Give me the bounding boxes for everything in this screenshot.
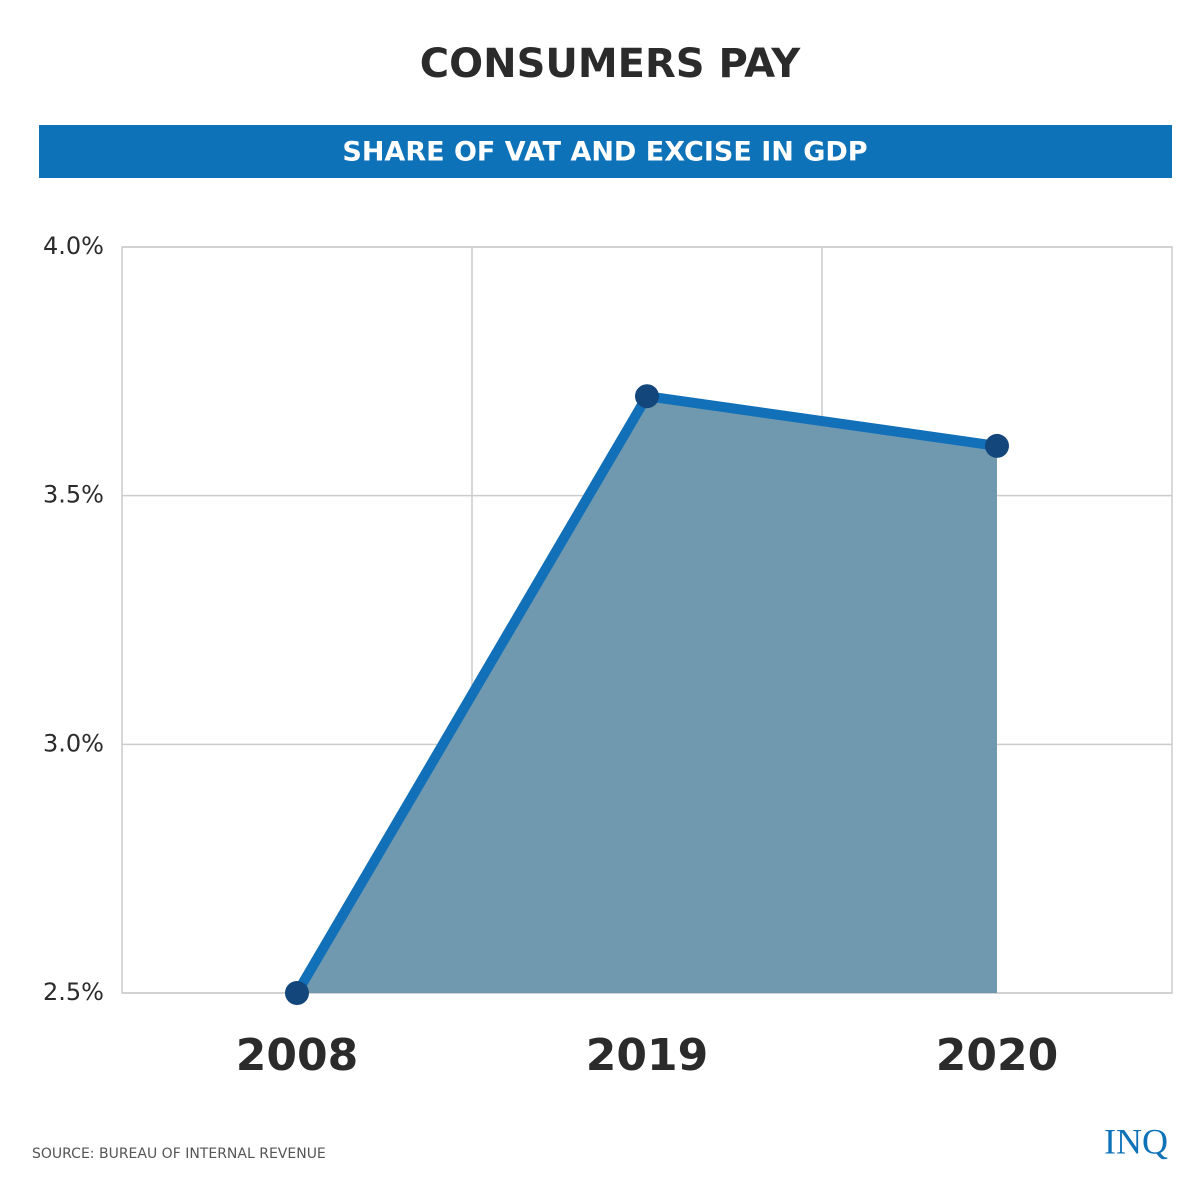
y-tick-label: 2.5% <box>43 978 104 1006</box>
y-tick-label: 3.5% <box>43 481 104 509</box>
marker <box>285 981 309 1005</box>
chart-title: CONSUMERS PAY <box>420 41 802 87</box>
area-fill <box>297 396 997 993</box>
chart-subtitle: SHARE OF VAT AND EXCISE IN GDP <box>342 137 867 168</box>
x-tick-label: 2008 <box>236 1030 358 1081</box>
y-tick-label: 3.0% <box>43 729 104 757</box>
subtitle-banner <box>39 125 1172 178</box>
y-tick-label: 4.0% <box>43 232 104 260</box>
source-note: SOURCE: BUREAU OF INTERNAL REVENUE <box>32 1146 326 1162</box>
logo: INQ <box>1104 1121 1168 1161</box>
marker <box>985 433 1009 458</box>
x-tick-label: 2019 <box>586 1030 708 1081</box>
x-tick-label: 2020 <box>936 1030 1058 1081</box>
marker <box>635 384 659 409</box>
